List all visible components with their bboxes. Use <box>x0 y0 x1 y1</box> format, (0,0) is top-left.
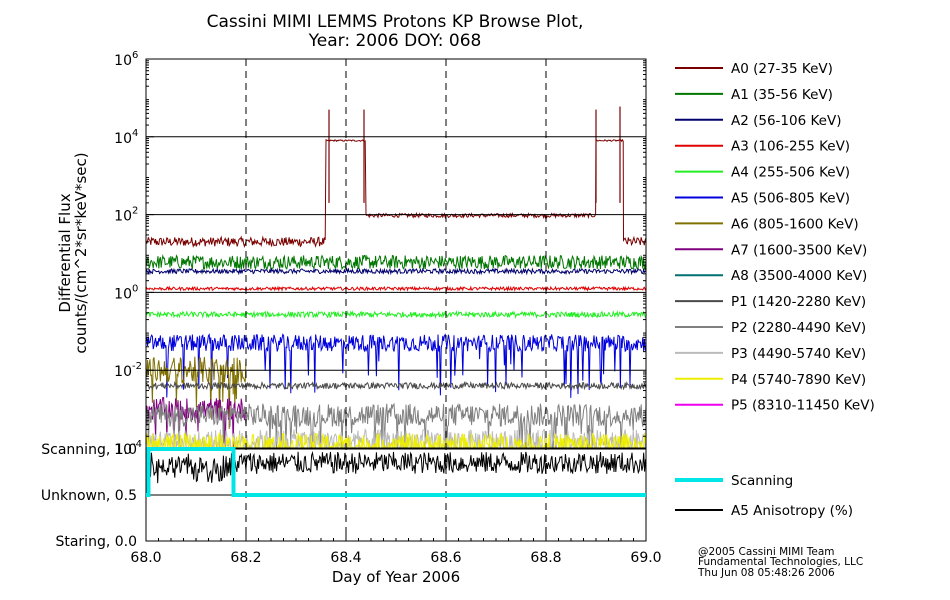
credit-line-1: @2005 Cassini MIMI Team <box>698 546 835 558</box>
flux-frame <box>145 58 647 449</box>
y-tick-label-0: 10 <box>114 442 132 458</box>
x-axis-label: Day of Year 2006 <box>332 568 460 586</box>
y-tick-exp-3: 2 <box>132 206 138 217</box>
series-line-a5-anisotropy <box>145 450 646 484</box>
legend-label-9: P1 (1420-2280 KeV) <box>731 294 866 310</box>
legend-label-0: A0 (27-35 KeV) <box>731 61 833 77</box>
series-line-a5 <box>146 333 646 398</box>
legend-label-status-1: A5 Anisotropy (%) <box>731 503 853 519</box>
y-tick-label-3: 10 <box>114 209 132 225</box>
status-panel <box>145 447 647 542</box>
y-tick-exp-4: 4 <box>132 128 138 139</box>
legend-label-11: P3 (4490-5740 KeV) <box>731 346 866 362</box>
legend-label-5: A5 (506-805 KeV) <box>731 191 850 207</box>
y-axis-label-1: Differential Flux <box>56 193 74 312</box>
y-tick-label-5: 10 <box>114 53 132 69</box>
legend-label-10: P2 (2280-4490 KeV) <box>731 320 866 336</box>
series-line-a4 <box>146 309 646 320</box>
y-tick-exp-5: 6 <box>132 50 138 61</box>
series-line-p4 <box>146 431 646 448</box>
legend-label-6: A6 (805-1600 KeV) <box>731 216 859 232</box>
legend: A0 (27-35 KeV) A1 (35-56 KeV) A2 (56-106 K… <box>675 61 875 519</box>
status-tick-label-1: Unknown, 0.5 <box>41 488 137 504</box>
x-tick-label-4: 68.8 <box>530 550 561 566</box>
status-tick-label-2: Staring, 0.0 <box>55 534 137 550</box>
legend-label-1: A1 (35-56 KeV) <box>731 87 833 103</box>
y-axis-label-2: counts/(cm^2*sr*keV*sec) <box>72 152 90 353</box>
y-tick-exp-2: 0 <box>132 283 138 294</box>
flux-panel <box>145 58 647 541</box>
legend-label-13: P5 (8310-11450 KeV) <box>731 398 875 414</box>
status-tick-label-0: Scanning, 1.0 <box>41 442 137 458</box>
y-tick-exp-0: -4 <box>132 439 142 450</box>
series-line-scanning <box>146 447 646 497</box>
x-tick-label-3: 68.6 <box>430 550 461 566</box>
y-tick-label-4: 10 <box>114 131 132 147</box>
series-line-a0 <box>146 138 646 249</box>
chart-title: Cassini MIMI LEMMS Protons KP Browse Plo… <box>207 12 584 32</box>
y-tick-exp-1: -2 <box>132 361 142 372</box>
legend-label-7: A7 (1600-3500 KeV) <box>731 242 867 258</box>
x-tick-label-5: 69.0 <box>630 550 661 566</box>
credit-line-2: Fundamental Technologies, LLC <box>698 556 863 568</box>
series-line-a3 <box>146 285 646 292</box>
legend-label-12: P4 (5740-7890 KeV) <box>731 372 866 388</box>
x-tick-label-1: 68.2 <box>230 550 261 566</box>
credit-line-3: Thu Jun 08 05:48:26 2006 <box>697 567 835 579</box>
legend-label-status-0: Scanning <box>731 473 793 489</box>
y-tick-label-2: 10 <box>114 286 132 302</box>
legend-label-2: A2 (56-106 KeV) <box>731 113 841 129</box>
y-tick-label-1: 10 <box>114 364 132 380</box>
series-line-p2 <box>146 402 646 448</box>
legend-label-3: A3 (106-255 KeV) <box>731 139 850 155</box>
series-line-a2 <box>146 267 646 276</box>
chart-subtitle: Year: 2006 DOY: 068 <box>308 31 482 51</box>
series-line-p1 <box>146 380 646 391</box>
legend-label-8: A8 (3500-4000 KeV) <box>731 268 867 284</box>
x-tick-label-2: 68.4 <box>330 550 361 566</box>
flux-series-group <box>146 106 646 448</box>
series-line-a1 <box>146 254 646 271</box>
x-tick-label-0: 68.0 <box>130 550 161 566</box>
legend-label-4: A4 (255-506 KeV) <box>731 165 850 181</box>
